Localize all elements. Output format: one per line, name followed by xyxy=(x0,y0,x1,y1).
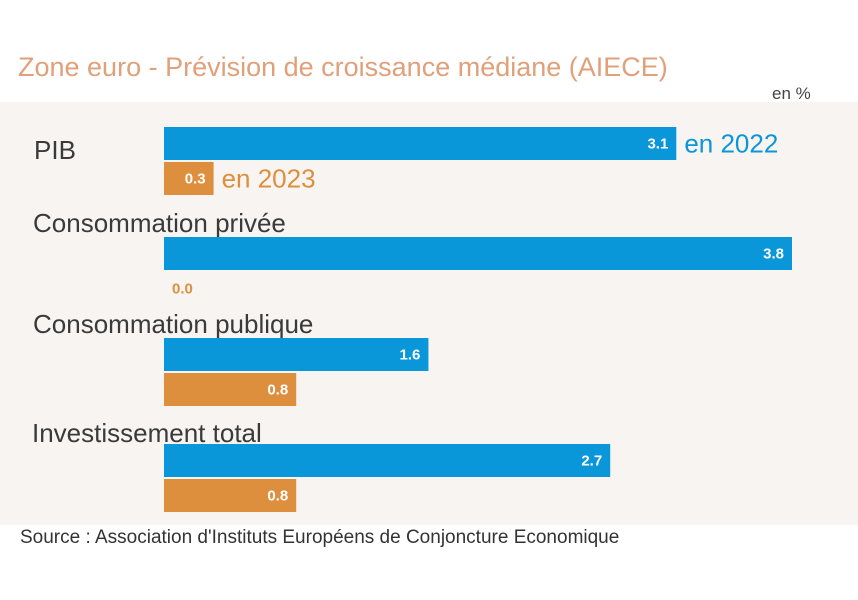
value-label-consommation-privee-2022: 3.8 xyxy=(763,246,784,263)
legend-2023: en 2023 xyxy=(222,164,316,194)
value-label-pib-2023: 0.3 xyxy=(185,171,206,188)
category-label-investissement-total: Investissement total xyxy=(32,418,262,448)
category-label-consommation-publique: Consommation publique xyxy=(33,309,313,339)
bar-investissement-total-2022 xyxy=(164,444,611,477)
chart-title: Zone euro - Prévision de croissance médi… xyxy=(18,52,668,82)
value-label-consommation-privee-2023: 0.0 xyxy=(172,281,193,298)
value-label-investissement-total-2022: 2.7 xyxy=(581,453,602,470)
category-label-consommation-privee: Consommation privée xyxy=(33,208,286,238)
bar-pib-2023 xyxy=(164,162,214,195)
value-label-investissement-total-2023: 0.8 xyxy=(267,488,288,505)
value-label-consommation-publique-2022: 1.6 xyxy=(400,347,421,364)
bar-pib-2022 xyxy=(164,127,677,160)
bar-investissement-total-2023 xyxy=(164,479,297,512)
source-note: Source : Association d'Instituts Europée… xyxy=(20,527,620,548)
bar-consommation-publique-2023 xyxy=(164,373,297,406)
unit-label: en % xyxy=(772,84,811,103)
legend-2022: en 2022 xyxy=(684,129,778,159)
category-label-pib: PIB xyxy=(34,135,76,165)
bar-consommation-publique-2022 xyxy=(164,338,429,371)
value-label-consommation-publique-2023: 0.8 xyxy=(267,382,288,399)
bar-consommation-privee-2022 xyxy=(164,237,792,270)
value-label-pib-2022: 3.1 xyxy=(647,136,668,153)
